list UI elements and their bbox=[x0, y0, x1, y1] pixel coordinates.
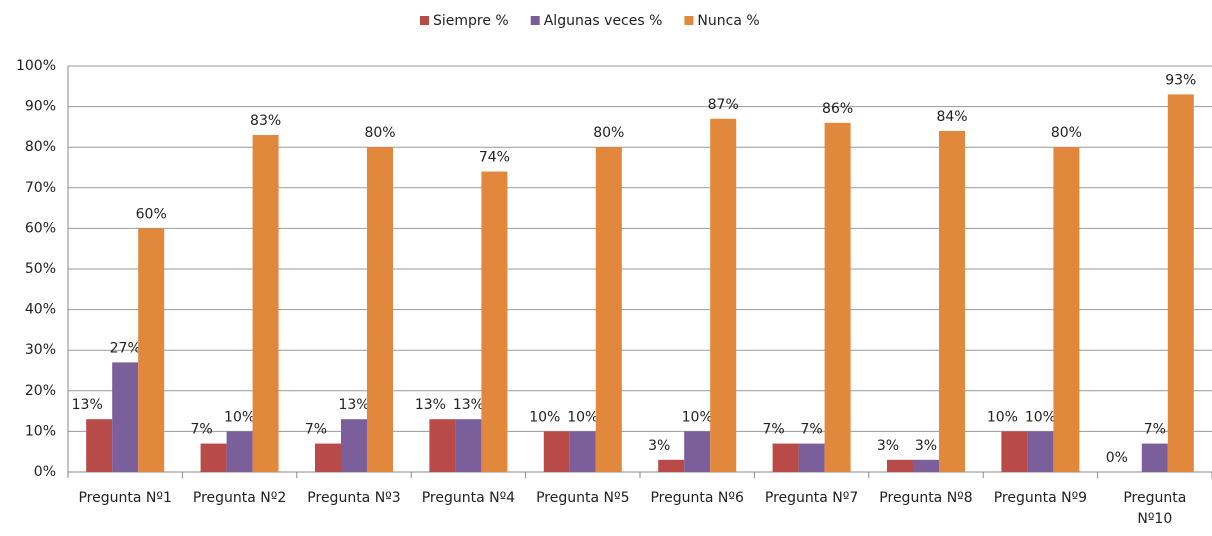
y-tick-label: 10% bbox=[25, 423, 56, 439]
x-tick-label: Pregunta Nº7 bbox=[764, 490, 859, 506]
x-tick-label: Pregunta Nº5 bbox=[536, 490, 630, 506]
y-tick-label: 40% bbox=[25, 302, 56, 318]
bar bbox=[138, 228, 165, 472]
data-label: 10% bbox=[529, 409, 560, 425]
x-tick-label: Pregunta Nº4 bbox=[421, 490, 516, 506]
bar bbox=[112, 362, 139, 472]
bar bbox=[1001, 431, 1028, 472]
data-label: 7% bbox=[762, 422, 784, 438]
data-label: 74% bbox=[479, 150, 510, 166]
legend-swatch bbox=[420, 16, 429, 25]
data-label: 7% bbox=[305, 422, 327, 438]
data-label: 27% bbox=[110, 340, 141, 356]
data-label: 13% bbox=[453, 397, 484, 413]
y-tick-label: 90% bbox=[25, 99, 56, 115]
legend-label: Siempre % bbox=[433, 13, 509, 29]
data-label: 10% bbox=[987, 409, 1018, 425]
x-tick-label: Pregunta Nº10 bbox=[1123, 490, 1187, 527]
y-tick-label: 30% bbox=[25, 342, 56, 358]
bar bbox=[252, 135, 279, 472]
data-label: 10% bbox=[224, 409, 255, 425]
y-tick-label: 70% bbox=[25, 180, 56, 196]
data-label: 10% bbox=[567, 409, 598, 425]
bar bbox=[226, 431, 253, 472]
data-label: 86% bbox=[822, 101, 853, 117]
data-label: 7% bbox=[190, 422, 212, 438]
bar bbox=[1141, 443, 1168, 472]
legend-swatch bbox=[530, 16, 540, 25]
bar bbox=[710, 118, 737, 472]
bar bbox=[86, 419, 113, 472]
data-label: 93% bbox=[1165, 72, 1196, 88]
bar bbox=[341, 419, 367, 472]
bar bbox=[658, 459, 685, 472]
data-label: 7% bbox=[1144, 422, 1166, 438]
data-label: 3% bbox=[915, 438, 937, 454]
y-tick-label: 80% bbox=[25, 139, 56, 155]
bar bbox=[367, 147, 393, 472]
data-label: 80% bbox=[593, 125, 624, 141]
y-tick-label: 100% bbox=[16, 58, 56, 74]
bar bbox=[1053, 147, 1080, 472]
x-tick-label: Pregunta Nº1 bbox=[78, 490, 172, 506]
data-label: 3% bbox=[877, 438, 899, 454]
data-label: 0% bbox=[1106, 450, 1128, 466]
x-tick-label: Pregunta Nº3 bbox=[307, 490, 401, 506]
y-tick-label: 50% bbox=[25, 261, 56, 277]
x-tick-label: Pregunta Nº6 bbox=[650, 490, 744, 506]
y-tick-label: 60% bbox=[25, 220, 56, 236]
bar bbox=[824, 122, 851, 472]
x-tick-label: Pregunta Nº9 bbox=[993, 490, 1088, 506]
bar bbox=[684, 431, 711, 472]
data-label: 13% bbox=[415, 397, 446, 413]
data-label: 7% bbox=[800, 422, 822, 438]
bar bbox=[429, 419, 456, 472]
bar bbox=[200, 443, 227, 472]
bar bbox=[913, 459, 939, 472]
bar bbox=[315, 443, 341, 472]
bar bbox=[455, 419, 482, 472]
data-label: 80% bbox=[364, 125, 395, 141]
y-tick-label: 0% bbox=[34, 464, 56, 480]
bar bbox=[939, 130, 965, 472]
data-label: 60% bbox=[136, 206, 167, 222]
data-label: 87% bbox=[708, 97, 739, 113]
data-label: 10% bbox=[682, 409, 713, 425]
data-label: 10% bbox=[1025, 409, 1056, 425]
bar bbox=[1167, 94, 1194, 473]
bar bbox=[569, 431, 596, 472]
data-label: 13% bbox=[338, 397, 369, 413]
legend-label: Nunca % bbox=[697, 13, 759, 29]
x-tick-label: Pregunta Nº8 bbox=[879, 490, 973, 506]
legend-label: Algunas veces % bbox=[544, 13, 663, 29]
bar bbox=[481, 171, 508, 472]
data-label: 13% bbox=[72, 397, 103, 413]
legend-swatch bbox=[684, 16, 694, 25]
data-label: 80% bbox=[1051, 125, 1082, 141]
bar bbox=[772, 443, 799, 472]
data-label: 3% bbox=[648, 438, 670, 454]
bar bbox=[798, 443, 825, 472]
bar bbox=[595, 147, 622, 472]
data-label: 84% bbox=[936, 109, 967, 125]
y-tick-label: 20% bbox=[25, 383, 56, 399]
bar bbox=[1027, 431, 1054, 472]
x-tick-label: Pregunta Nº2 bbox=[192, 490, 287, 506]
data-label: 83% bbox=[250, 113, 281, 129]
bar bbox=[887, 459, 913, 472]
bar bbox=[543, 431, 570, 472]
